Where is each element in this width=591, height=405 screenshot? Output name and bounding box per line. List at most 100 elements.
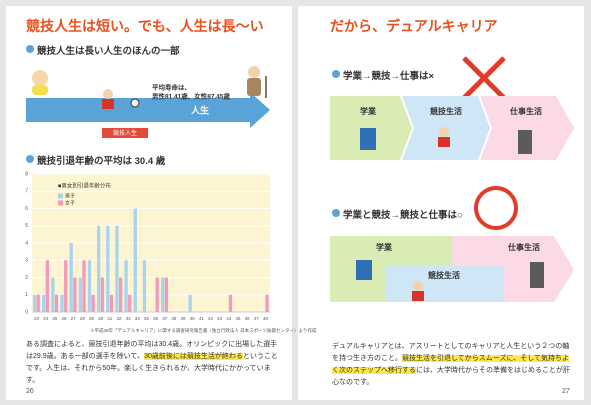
x-tick-label: 23: [34, 316, 40, 321]
runner-icon: [102, 99, 114, 109]
x-tick-label: 33: [126, 316, 132, 321]
chart-title: ■男女別引退年齢分布: [58, 181, 111, 189]
x-tick-label: 35: [144, 316, 150, 321]
bar: [82, 260, 85, 312]
x-tick-label: 28: [80, 316, 86, 321]
x-tick-label: 26: [62, 316, 68, 321]
stage-label: 競技生活: [428, 270, 460, 280]
bar: [55, 295, 58, 312]
runner-icon: [412, 291, 424, 301]
legend-label: 男子: [65, 192, 75, 199]
student-icon: [360, 128, 376, 150]
x-tick-label: 24: [43, 316, 49, 321]
lifespan-values: 男性81.41歳、女性87.45歳: [151, 92, 231, 101]
life-diagram: 平均寿命は、 男性81.41歳、女性87.45歳 人生 競技人生: [18, 58, 280, 148]
baby-icon: [32, 70, 48, 86]
x-tick-label: 44: [226, 316, 232, 321]
bar: [37, 295, 40, 312]
legend-swatch: [58, 201, 63, 206]
lifespan-title: 平均寿命は、: [152, 83, 191, 92]
x-tick-label: 29: [89, 316, 95, 321]
body-text: デュアルキャリアとは、アスリートとしてのキャリアと人生という２つの軸を持つ生き方…: [332, 341, 572, 389]
page-number: 27: [562, 388, 570, 395]
bar: [110, 295, 113, 312]
y-tick-label: 6: [25, 206, 28, 212]
legend-label: 女子: [65, 199, 75, 206]
x-tick-label: 46: [245, 316, 251, 321]
x-tick-label: 45: [235, 316, 241, 321]
y-tick-label: 3: [25, 258, 28, 264]
elder-icon: [247, 78, 261, 96]
title: 競技人生は短い。でも、人生は長〜い: [26, 16, 264, 36]
x-tick-label: 40: [190, 316, 196, 321]
x-tick-label: 30: [98, 316, 104, 321]
elder-icon: [248, 66, 260, 78]
source-note: ※平成28年「デュアルキャリア」に関する調査研究報告書（独立行政法人 日本スポー…: [90, 328, 316, 334]
bar: [73, 278, 76, 313]
stage-label: 仕事生活: [507, 242, 540, 252]
x-tick-label: 32: [116, 316, 122, 321]
bar: [92, 295, 95, 312]
body-highlight: 30歳前後には競技生活が終わる: [144, 353, 243, 360]
x-tick-label: 27: [71, 316, 77, 321]
x-tick-label: 42: [208, 316, 214, 321]
bar: [115, 226, 118, 312]
bar: [70, 243, 73, 312]
bar: [134, 209, 137, 313]
title: だから、デュアルキャリア: [330, 16, 498, 36]
worker-icon: [530, 262, 544, 288]
bar: [101, 278, 104, 313]
x-tick-label: 41: [199, 316, 205, 321]
stage-label: 仕事生活: [509, 106, 542, 116]
y-tick-label: 8: [25, 171, 28, 177]
x-tick-label: 36: [153, 316, 159, 321]
runner-icon: [103, 89, 113, 99]
bar: [229, 295, 232, 312]
circle-mark: [476, 188, 516, 228]
x-tick-label: 31: [107, 316, 113, 321]
life-label: 人生: [190, 104, 209, 115]
y-tick-label: 7: [25, 189, 28, 195]
bar: [79, 278, 82, 313]
x-tick-label: 34: [135, 316, 141, 321]
bar: [119, 278, 122, 313]
y-tick-label: 1: [25, 292, 28, 298]
bar: [165, 278, 168, 313]
bar: [46, 260, 49, 312]
bar: [189, 295, 192, 312]
legend-swatch: [58, 194, 63, 199]
bar: [156, 278, 159, 313]
stage-label: 学業: [360, 106, 377, 116]
section-heading: 競技人生は長い人生のほんの一部: [26, 43, 180, 57]
y-tick-label: 0: [25, 309, 28, 315]
x-tick-label: 37: [162, 316, 168, 321]
bar: [265, 295, 268, 312]
y-tick-label: 4: [25, 240, 28, 246]
bar: [42, 295, 45, 312]
x-tick-label: 25: [52, 316, 58, 321]
worker-icon: [518, 130, 532, 154]
x-tick-label: 38: [171, 316, 177, 321]
student-icon: [356, 260, 372, 280]
bar: [33, 295, 36, 312]
bar: [106, 226, 109, 312]
y-tick-label: 2: [25, 275, 28, 281]
athletic-label: 競技人生: [113, 129, 137, 137]
bar: [64, 260, 67, 312]
bar: [51, 278, 54, 313]
bar: [128, 295, 131, 312]
bar: [88, 260, 91, 312]
bar: [161, 278, 164, 313]
body-text: ある調査によると、競技引退年齢の平均は30.4歳。オリンピックに出場した選手は2…: [26, 339, 278, 387]
parallel-diagram: 学業 競技生活 仕事生活: [326, 182, 578, 322]
x-tick-label: 39: [181, 316, 187, 321]
section-heading: 競技引退年齢の平均は 30.4 歳: [26, 153, 165, 167]
ball-icon: [131, 99, 139, 107]
runner-icon: [413, 281, 423, 291]
x-tick-label: 48: [263, 316, 269, 321]
bar: [97, 226, 100, 312]
life-arrow: [26, 92, 270, 128]
runner-icon: [439, 127, 449, 137]
bar: [143, 260, 146, 312]
